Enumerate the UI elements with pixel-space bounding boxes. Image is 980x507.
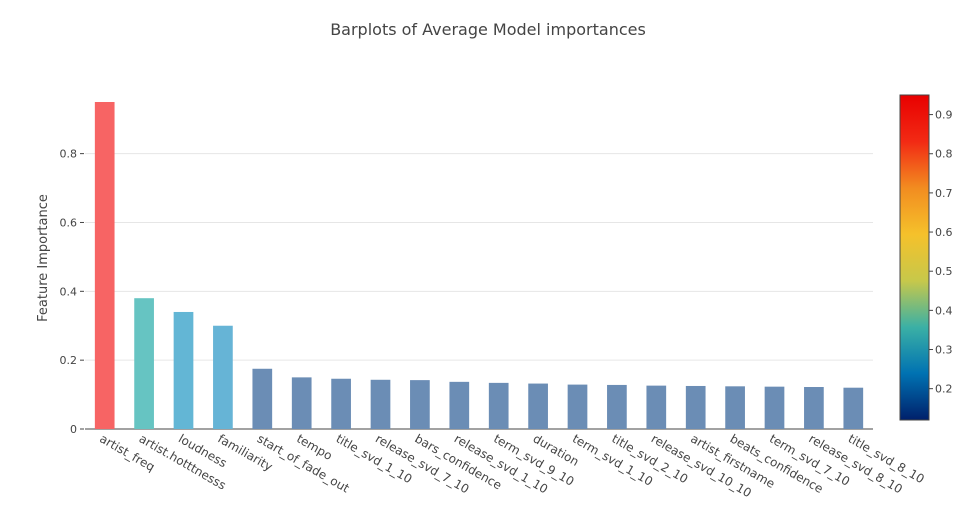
- bar: [725, 386, 745, 429]
- bar: [488, 382, 509, 429]
- y-axis-label: Feature Importance: [36, 194, 51, 322]
- colorbar-tick-label: 0.8: [935, 148, 953, 161]
- colorbar-tick-label: 0.6: [935, 226, 953, 239]
- bars-group: [94, 102, 864, 429]
- bar: [685, 385, 706, 429]
- bar: [94, 102, 115, 429]
- bar: [252, 368, 273, 429]
- bar: [567, 384, 588, 429]
- gridlines: [85, 153, 873, 430]
- bar: [173, 311, 194, 429]
- bar: [804, 387, 824, 429]
- colorbar: 0.2 0.3 0.4 0.5 0.6 0.7 0.8 0.9: [899, 94, 953, 421]
- colorbar-gradient: [899, 94, 930, 421]
- y-axis-ticks: 0 0.2 0.4 0.6 0.8: [60, 148, 84, 436]
- bar: [291, 377, 312, 429]
- colorbar-tick-label: 0.2: [935, 383, 953, 396]
- bar: [410, 380, 430, 429]
- bar: [528, 383, 548, 429]
- colorbar-tick-label: 0.9: [935, 109, 953, 122]
- bar: [764, 386, 785, 429]
- y-tick-label: 0.8: [60, 148, 78, 161]
- bar: [843, 387, 864, 429]
- y-tick-label: 0: [70, 423, 77, 436]
- colorbar-tick-label: 0.7: [935, 187, 953, 200]
- bar: [370, 379, 391, 429]
- x-axis-ticks: artist_freqartist.hotttnesssloudnessfami…: [97, 431, 927, 500]
- bar: [607, 384, 627, 429]
- colorbar-tick-label: 0.4: [935, 304, 953, 317]
- bar: [331, 378, 351, 429]
- colorbar-tick-label: 0.5: [935, 265, 953, 278]
- bar: [134, 298, 154, 429]
- bar: [449, 381, 470, 429]
- bar: [646, 385, 667, 429]
- bar: [213, 325, 233, 429]
- y-tick-label: 0.6: [60, 216, 78, 229]
- chart-title: Barplots of Average Model importances: [330, 20, 646, 39]
- colorbar-tick-label: 0.3: [935, 344, 953, 357]
- y-tick-label: 0.2: [60, 354, 78, 367]
- y-tick-label: 0.4: [60, 285, 78, 298]
